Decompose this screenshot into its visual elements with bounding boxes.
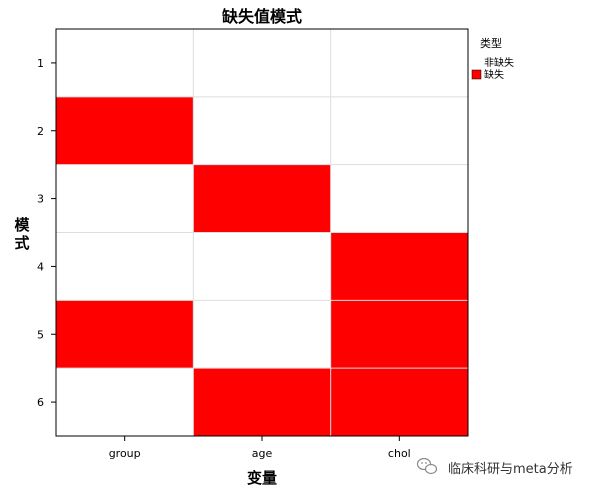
y-axis: 1 2 3 4 5 6 <box>37 57 56 409</box>
heatmap-cell-2-chol <box>330 96 468 165</box>
x-tick-label: age <box>252 447 273 460</box>
heatmap-cell-2-age <box>193 96 331 165</box>
heatmap-cell-5-age <box>193 300 331 369</box>
heatmap-cell-4-group <box>56 232 194 301</box>
y-tick-label: 1 <box>37 57 44 70</box>
y-tick-label: 2 <box>37 125 44 138</box>
y-axis-title-char: 模 <box>14 216 30 234</box>
heatmap-cell-3-age <box>193 164 331 233</box>
watermark-text: 临床科研与meta分析 <box>448 462 573 477</box>
heatmap-cells <box>56 29 468 436</box>
heatmap-cell-3-chol <box>330 164 468 233</box>
heatmap-cell-2-group <box>56 96 194 165</box>
chart-title: 缺失值模式 <box>222 7 302 26</box>
legend-entry-label: 缺失 <box>484 68 504 81</box>
heatmap-cell-1-group <box>56 29 194 97</box>
wechat-icon <box>416 457 438 475</box>
heatmap-cell-6-chol <box>330 368 468 436</box>
heatmap-cell-5-group <box>56 300 194 369</box>
x-tick-label: group <box>109 447 141 460</box>
legend-swatch <box>472 58 481 67</box>
heatmap-grid <box>56 29 468 436</box>
heatmap-cell-6-group <box>56 368 194 436</box>
legend-title: 类型 <box>480 36 502 50</box>
legend-swatch <box>471 69 482 80</box>
heatmap-cell-5-chol <box>330 300 468 369</box>
x-tick-label: chol <box>388 447 411 460</box>
heatmap-cell-1-chol <box>330 29 468 97</box>
heatmap-cell-6-age <box>193 368 331 436</box>
watermark: 临床科研与meta分析 <box>416 457 573 477</box>
y-tick-label: 3 <box>37 193 44 206</box>
y-tick-label: 5 <box>37 328 44 341</box>
heatmap-cell-1-age <box>193 29 331 97</box>
heatmap-cell-4-age <box>193 232 331 301</box>
heatmap-cell-4-chol <box>330 232 468 301</box>
x-axis: group age chol <box>109 436 411 460</box>
y-axis-title-char: 式 <box>14 234 29 252</box>
y-axis-title: 模式 <box>14 216 30 252</box>
y-tick-label: 4 <box>37 260 44 273</box>
x-axis-title: 变量 <box>247 469 277 487</box>
legend-entry-label: 非缺失 <box>484 56 514 69</box>
heatmap-cell-3-group <box>56 164 194 233</box>
y-tick-label: 6 <box>37 396 44 409</box>
